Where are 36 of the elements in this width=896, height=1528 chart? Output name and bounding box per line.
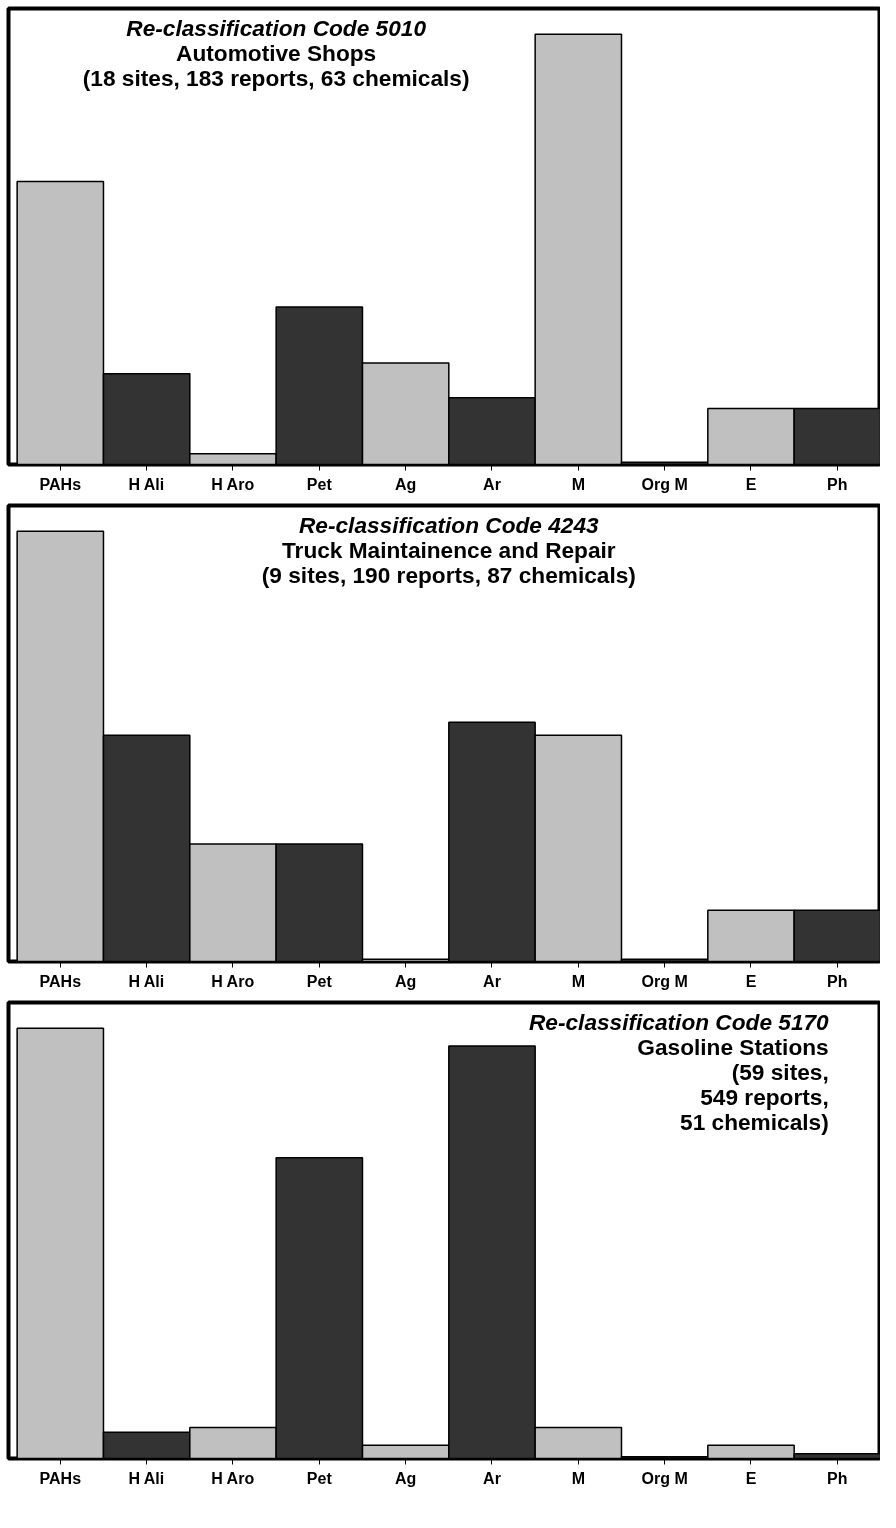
x-tick-label: Ph [827,475,848,493]
x-tick-label: PAHs [39,1469,82,1487]
text: Automotive Shops (18 sites, 183 reports, 63 chemicals) [82,39,470,91]
text: Truck Maintainence and Repair (9 sites, 190 reports, 87 chemicals) [261,536,636,588]
chart-title: Re-classification Code 5170 [529,1008,830,1035]
chart-title: Re-classification Code 4243 [298,511,600,538]
text: Gasoline Stations (59 sites, 549 reports, 51 chemicals) [637,1033,829,1135]
x-tick-label: Ar [483,475,501,493]
x-tick-label: E [745,475,757,493]
x-tick-label: Org M [641,475,688,493]
x-tick-label: Pet [306,475,333,493]
x-tick-label: H Ali [128,475,165,493]
x-tick-label: M [571,475,585,493]
x-tick-label: Ag [394,1469,417,1487]
x-tick-label: Ar [483,972,501,990]
x-tick-label: H Aro [211,1469,255,1487]
x-tick-label: M [571,1469,585,1487]
x-tick-label: Ph [827,1469,848,1487]
x-tick-label: Ar [483,1469,501,1487]
x-tick-label: Ph [827,972,848,990]
chart-title: Re-classification Code 5010 [126,14,427,41]
x-tick-label: E [745,972,757,990]
x-tick-label: PAHs [39,475,82,493]
x-tick-label: H Aro [211,475,255,493]
x-tick-label: Ag [394,972,417,990]
x-tick-label: PAHs [39,972,82,990]
x-tick-label: M [571,972,585,990]
x-tick-label: Ag [394,475,417,493]
x-tick-label: H Ali [128,1469,165,1487]
x-tick-label: Pet [306,972,333,990]
x-tick-label: E [745,1469,757,1487]
x-tick-label: H Ali [128,972,165,990]
x-tick-label: Org M [641,1469,688,1487]
x-tick-label: H Aro [211,972,255,990]
x-tick-label: Pet [306,1469,333,1487]
x-tick-label: Org M [641,972,688,990]
